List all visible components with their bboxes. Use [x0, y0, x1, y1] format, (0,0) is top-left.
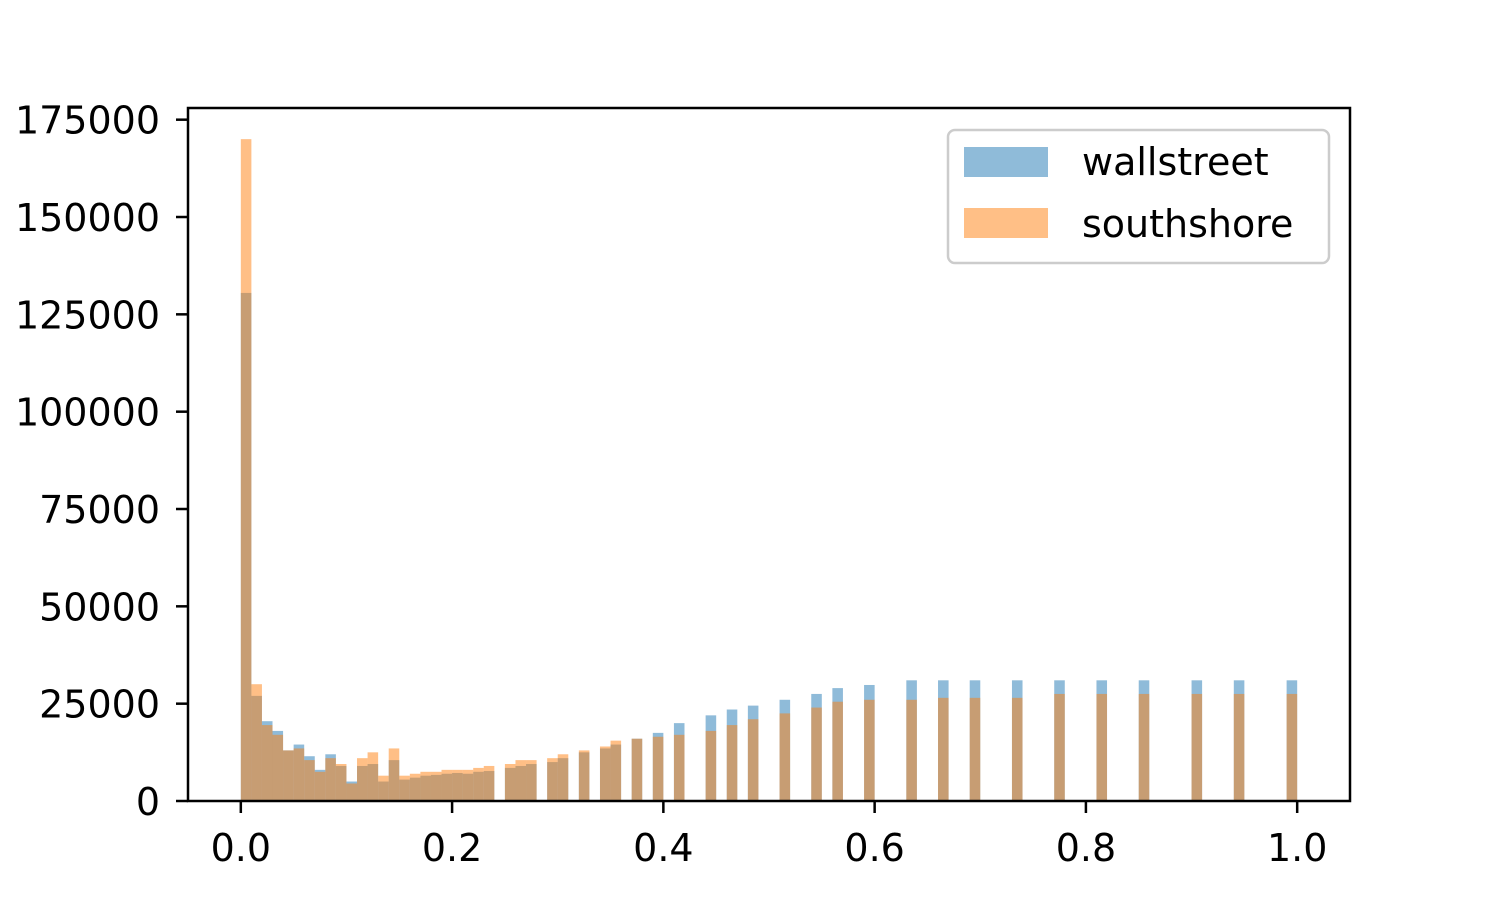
bar-southshore-43	[938, 697, 949, 801]
bar-southshore-12	[367, 752, 379, 801]
bar-southshore-51	[1286, 693, 1298, 801]
bar-southshore-39	[811, 707, 822, 801]
bar-southshore-38	[779, 713, 791, 801]
bar-southshore-35	[705, 730, 717, 801]
bar-southshore-29	[578, 750, 590, 801]
y-tick-label-3: 75000	[39, 488, 160, 532]
x-tick-label-1: 0.2	[422, 826, 482, 870]
x-axis-ticks: 0.0 0.2 0.4 0.6 0.8 1.0	[211, 801, 1327, 870]
bar-southshore-22	[473, 767, 484, 801]
bar-southshore-46	[1054, 693, 1065, 801]
bar-southshore-26	[526, 760, 537, 801]
legend: wallstreet southshore	[946, 128, 1331, 265]
bar-southshore-47	[1096, 693, 1108, 801]
bar-southshore-32	[631, 738, 643, 801]
bar-southshore-4	[283, 750, 294, 801]
bar-southshore-34	[673, 734, 685, 801]
x-tick-label-3: 0.6	[844, 826, 904, 870]
bar-southshore-19	[441, 769, 453, 801]
bar-southshore-28	[557, 754, 569, 801]
y-tick-label-7: 175000	[15, 99, 160, 143]
bar-southshore-6	[304, 760, 315, 801]
bar-southshore-20	[452, 769, 463, 801]
bar-southshore-15	[399, 775, 410, 801]
bar-southshore-7	[314, 771, 326, 801]
bar-southshore-30	[599, 746, 611, 801]
bar-southshore-44	[969, 697, 981, 801]
bar-southshore-31	[610, 740, 622, 801]
bar-southshore-2	[261, 725, 273, 801]
bar-southshore-11	[357, 758, 368, 801]
bars-group	[240, 139, 1298, 801]
y-tick-label-0: 0	[136, 780, 160, 824]
bar-southshore-50	[1233, 693, 1245, 801]
bar-southshore-23	[483, 765, 495, 801]
bar-southshore-27	[547, 758, 558, 801]
bar-southshore-25	[515, 760, 527, 801]
plot-frame	[186, 106, 1352, 803]
bar-southshore-8	[325, 758, 336, 801]
bar-southshore-13	[378, 775, 389, 801]
bar-southshore-0	[240, 139, 252, 801]
bar-southshore-3	[272, 734, 284, 801]
legend-label-wallstreet: wallstreet	[1082, 140, 1269, 184]
y-tick-label-6: 150000	[15, 196, 160, 240]
y-tick-label-1: 25000	[39, 683, 160, 727]
bar-southshore-14	[388, 748, 400, 801]
y-axis-ticks: 0 25000 50000 75000 100000 125000 150000 175000	[15, 99, 188, 824]
bar-southshore-48	[1138, 693, 1150, 801]
bar-southshore-33	[652, 736, 664, 801]
bar-southshore-17	[420, 771, 431, 801]
bar-southshore-42	[906, 699, 917, 801]
bar-southshore-9	[335, 764, 347, 801]
bar-southshore-1	[251, 684, 262, 801]
bar-southshore-37	[747, 719, 759, 801]
y-tick-label-2: 50000	[39, 585, 160, 629]
bar-southshore-45	[1011, 697, 1023, 801]
bar-southshore-36	[726, 725, 738, 801]
bar-southshore-49	[1191, 693, 1203, 801]
bar-southshore-10	[346, 783, 358, 801]
bar-southshore-5	[293, 748, 305, 801]
legend-swatch-wallstreet	[964, 147, 1048, 177]
bar-southshore-21	[462, 769, 474, 801]
bar-southshore-41	[864, 699, 875, 801]
legend-swatch-southshore	[964, 208, 1048, 238]
y-tick-label-5: 125000	[15, 293, 160, 337]
x-tick-label-0: 0.0	[211, 826, 271, 870]
x-tick-label-4: 0.8	[1056, 826, 1116, 870]
bar-southshore-16	[409, 773, 421, 801]
x-tick-label-2: 0.4	[633, 826, 693, 870]
bar-southshore-24	[504, 764, 516, 801]
bar-southshore-18	[430, 771, 442, 801]
x-tick-label-5: 1.0	[1267, 826, 1327, 870]
bar-southshore-40	[832, 701, 843, 801]
y-tick-label-4: 100000	[15, 391, 160, 435]
legend-label-southshore: southshore	[1082, 202, 1293, 246]
